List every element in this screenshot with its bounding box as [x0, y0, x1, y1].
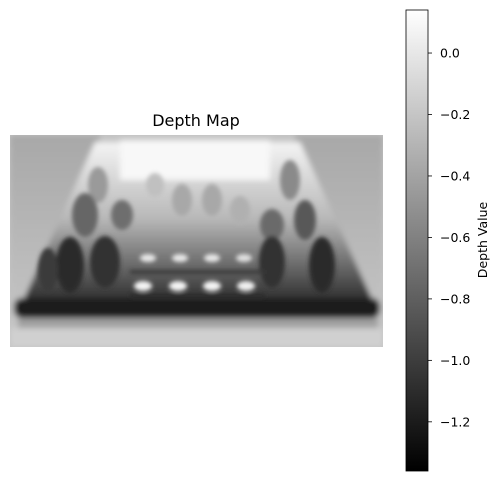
colorbar-tick-label: 0.0 [440, 46, 460, 61]
colorbar-gradient [405, 9, 429, 472]
colorbar-tick-label: −0.6 [440, 230, 470, 245]
chart-title: Depth Map [152, 111, 240, 130]
depth-map-image [10, 135, 383, 347]
colorbar-tick-label: −0.2 [440, 107, 470, 122]
colorbar: 0.0 −0.2 −0.4 −0.6 −0.8 −1.0 −1.2 Depth Value [405, 9, 490, 472]
colorbar-tick-label: −0.4 [440, 168, 470, 183]
colorbar-label: Depth Value [475, 202, 490, 279]
colorbar-tick-label: −1.2 [440, 414, 470, 429]
colorbar-tick-label: −0.8 [440, 291, 470, 306]
colorbar-tick-label: −1.0 [440, 353, 470, 368]
